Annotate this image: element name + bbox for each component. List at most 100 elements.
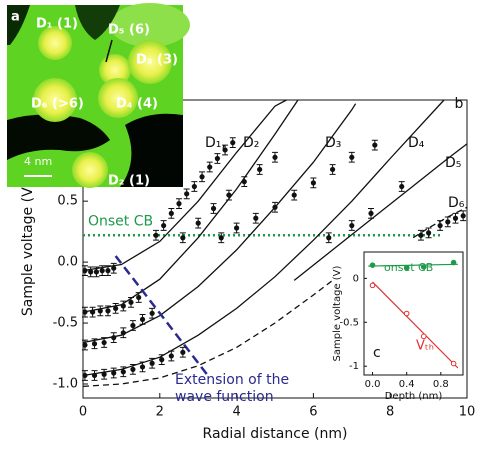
panel-label: a [11,10,20,25]
curve-label: D₄ [408,135,425,151]
data-point [82,309,87,314]
data-point [272,205,277,210]
data-point [370,263,375,268]
y-axis-label: Sample voltage (V) [20,182,36,316]
data-point [82,268,87,273]
data-point [94,269,99,274]
data-point [130,367,135,372]
data-point [121,369,126,374]
data-point [326,235,331,240]
data-point [128,300,133,305]
defect-label: D₅ (6) [108,23,150,38]
data-point [222,147,227,152]
x-tick-label: 0.4 [399,379,415,390]
data-point [184,191,189,196]
data-point [426,230,431,235]
data-point [140,317,145,322]
x-tick-label: 0.8 [433,379,449,390]
data-point [234,225,239,230]
data-point [272,155,277,160]
data-point [169,211,174,216]
x-tick-label: 0.0 [365,379,381,390]
curve-label: D₆ [448,195,465,211]
onset-label: Onset CB [88,213,153,229]
y-tick-label: -1 [349,361,359,372]
defect-label: D₆ (>6) [31,97,84,112]
y-tick-label: 0 [353,273,359,284]
y-tick-label: -1.0 [53,376,78,391]
data-point [226,192,231,197]
data-point [399,184,404,189]
data-point [211,206,216,211]
data-point [82,342,87,347]
curve-label: D₅ [445,155,461,171]
data-point [121,330,126,335]
data-point [102,340,107,345]
y-axis-label: Sample voltage (V) [332,265,343,361]
data-point [445,219,450,224]
x-tick-label: 10 [459,405,476,420]
defect-label: D₂ (1) [108,174,150,189]
panel-label: b [455,96,464,112]
data-point [153,233,158,238]
data-point [349,155,354,160]
data-point [404,311,409,316]
data-point [461,213,466,218]
data-point [92,373,97,378]
data-point [150,311,155,316]
defect-label: D₃ (3) [136,53,178,68]
extension-label: Extension of the [175,372,289,388]
data-point [111,335,116,340]
y-tick-label: -0.5 [53,316,78,331]
x-axis-label: Depth (nm) [385,391,443,402]
data-point [207,164,212,169]
x-tick-label: 6 [309,405,317,420]
fit-curve [83,280,333,386]
data-point [451,260,456,265]
x-tick-label: 0 [79,405,87,420]
data-point [368,211,373,216]
data-point [150,361,155,366]
series-label: Vₜₕ [416,339,434,354]
extension-label: wave function [175,389,274,405]
data-point [418,233,423,238]
data-point [105,268,110,273]
data-point [199,174,204,179]
curve-label: D₂ [243,135,259,151]
data-point [102,372,107,377]
data-point [159,357,164,362]
x-tick-label: 4 [232,405,240,420]
data-point [372,142,377,147]
stm-image: a D₁ (1) D₅ (6) D₃ (3) D₆ (>6) D₄ (4) D₂… [7,3,190,189]
data-point [113,306,118,311]
data-point [311,180,316,185]
data-point [121,303,126,308]
panel-label: c [373,345,381,361]
data-point [451,361,456,366]
x-tick-label: 2 [156,405,164,420]
data-point [90,309,95,314]
data-point [349,223,354,228]
data-point [88,269,93,274]
data-point [292,192,297,197]
data-point [192,184,197,189]
data-point [92,341,97,346]
data-point [130,323,135,328]
data-point [453,216,458,221]
defect-spot [72,152,108,188]
defect-label: D₄ (4) [116,97,158,112]
series-label: onset CB [384,261,433,274]
data-point [98,308,103,313]
data-point [215,156,220,161]
data-point [100,268,105,273]
data-point [111,370,116,375]
data-point [230,140,235,145]
data-point [136,295,141,300]
data-point [196,221,201,226]
data-point [176,201,181,206]
data-point [105,308,110,313]
data-point [111,266,116,271]
x-tick-label: 8 [386,405,394,420]
data-point [82,373,87,378]
data-point [140,364,145,369]
